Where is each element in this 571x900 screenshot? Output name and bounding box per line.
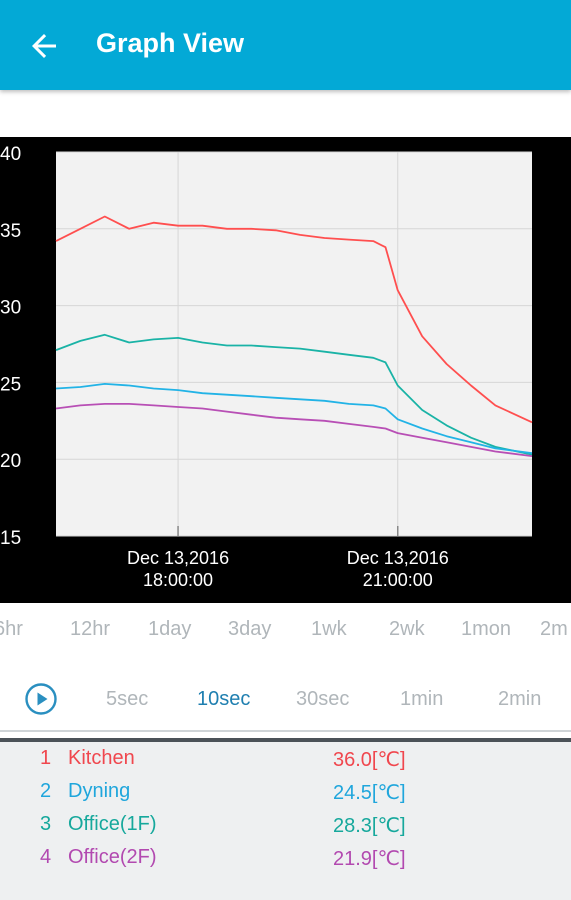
app-bar: Graph View <box>0 0 571 90</box>
legend-sensor-value: 36.0[℃] <box>333 749 406 771</box>
range-option-1wk[interactable]: 1wk <box>311 618 347 640</box>
interval-option-1min[interactable]: 1min <box>400 688 444 710</box>
legend-row-office-1f[interactable]: 3 Office(1F) 28.3[℃] <box>0 813 571 843</box>
interval-option-2min[interactable]: 2min <box>498 688 542 710</box>
range-option-12hr[interactable]: 12hr <box>70 618 111 640</box>
legend-sensor-name: Office(1F) <box>68 813 157 835</box>
legend-sensor-name: Dyning <box>68 780 131 802</box>
interval-option-30sec[interactable]: 30sec <box>296 688 350 710</box>
range-option-2wk[interactable]: 2wk <box>389 618 425 640</box>
legend-sensor-name: Office(2F) <box>68 846 157 868</box>
plot-area <box>56 152 532 536</box>
range-option-6hr[interactable]: 6hr <box>0 618 23 640</box>
range-option-3day[interactable]: 3day <box>228 618 272 640</box>
arrow-left-icon[interactable] <box>26 28 62 64</box>
series-line-3 <box>55 382 533 454</box>
x-tick-date: Dec 13,2016 <box>347 548 449 568</box>
legend-divider <box>0 738 571 742</box>
x-tick-time: 21:00:00 <box>363 570 433 590</box>
interval-option-5sec[interactable]: 5sec <box>106 688 149 710</box>
range-option-2m[interactable]: 2m <box>540 618 568 640</box>
legend-row-dyning[interactable]: 2 Dyning 24.5[℃] <box>0 780 571 810</box>
legend-number: 1 <box>40 747 52 769</box>
legend-number: 2 <box>40 780 52 802</box>
play-circle-icon[interactable] <box>24 682 58 716</box>
page-title: Graph View <box>96 28 245 58</box>
legend-sensor-value: 24.5[℃] <box>333 782 406 804</box>
interval-selector: 5sec 10sec 30sec 1min 2min <box>0 680 571 720</box>
y-tick-label: 35 <box>0 221 21 242</box>
legend-sensor-value: 28.3[℃] <box>333 815 406 837</box>
y-tick-label: 40 <box>0 144 21 165</box>
range-option-1day[interactable]: 1day <box>148 618 192 640</box>
divider <box>0 730 571 732</box>
y-tick-label: 15 <box>0 528 21 549</box>
legend-sensor-name: Kitchen <box>68 747 135 769</box>
legend-row-kitchen[interactable]: 1 Kitchen 36.0[℃] <box>0 747 571 777</box>
range-option-1mon[interactable]: 1mon <box>461 618 512 640</box>
series-line-4 <box>55 402 533 457</box>
series-line-2 <box>55 333 533 456</box>
interval-option-10sec[interactable]: 10sec <box>197 688 251 710</box>
x-tick-time: 18:00:00 <box>143 570 213 590</box>
legend-sensor-value: 21.9[℃] <box>333 848 406 870</box>
sensor-legend: 1 Kitchen 36.0[℃] 2 Dyning 24.5[℃] 3 Off… <box>0 742 571 900</box>
legend-row-office-2f[interactable]: 4 Office(2F) 21.9[℃] <box>0 846 571 876</box>
range-selector: 6hr 12hr 1day 3day 1wk 2wk 1mon 2m <box>0 618 571 658</box>
y-tick-label: 25 <box>0 374 21 395</box>
legend-number: 4 <box>40 846 52 868</box>
legend-number: 3 <box>40 813 52 835</box>
y-tick-label: 30 <box>0 298 21 319</box>
chart-panel: 40 35 30 25 20 15 Dec 13,2016 18:00:00 Dec 13,20… <box>0 137 571 603</box>
x-tick-date: Dec 13,2016 <box>127 548 229 568</box>
series-line-1 <box>55 215 533 424</box>
y-tick-label: 20 <box>0 451 21 472</box>
